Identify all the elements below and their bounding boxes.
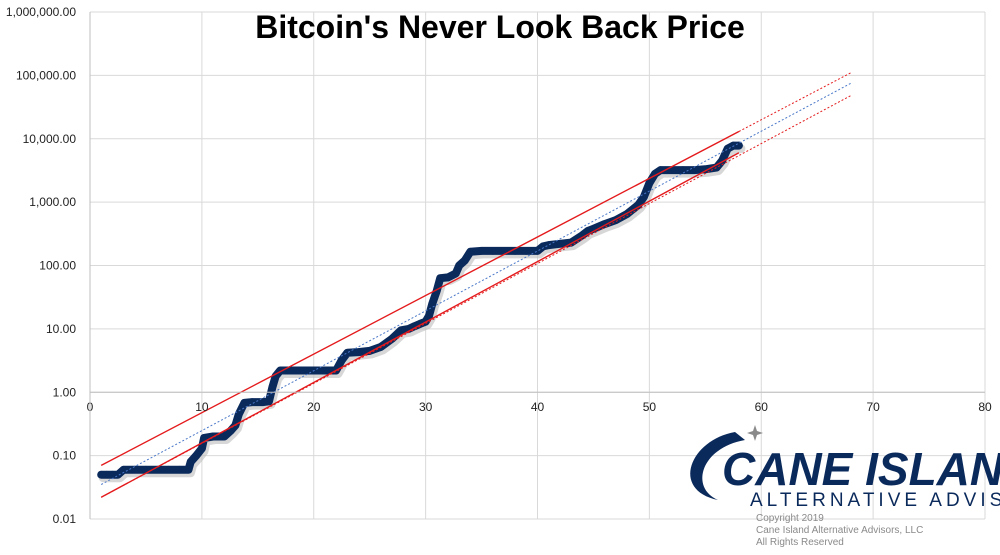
price-point — [436, 274, 445, 283]
price-point — [198, 444, 206, 453]
price-point — [343, 349, 352, 357]
price-point — [477, 247, 486, 255]
cane-island-logo: CANE ISLAND ALTERNATIVE ADVISORS Copyrig… — [690, 425, 1000, 548]
y-tick-label: 100.00 — [39, 259, 76, 273]
price-point — [103, 470, 111, 479]
price-point — [108, 470, 117, 479]
y-tick-label: 10.00 — [46, 322, 76, 336]
series-layer — [97, 72, 852, 498]
price-point — [452, 269, 460, 278]
price-point — [235, 410, 243, 419]
price-point — [729, 141, 738, 150]
price-point — [184, 465, 193, 474]
price-point — [192, 451, 201, 460]
price-point — [690, 166, 698, 174]
price-point — [455, 261, 464, 270]
price-point — [186, 458, 195, 466]
logo-line2: ALTERNATIVE ADVISORS — [750, 490, 1000, 511]
price-point — [271, 372, 280, 380]
x-tick-label: 10 — [195, 400, 209, 414]
y-tick-label: 100,000.00 — [16, 68, 76, 82]
channel-upper-line — [100, 130, 740, 467]
price-point — [164, 465, 173, 474]
x-tick-label: 70 — [866, 400, 880, 414]
price-point — [240, 399, 249, 407]
channel-upper-extension-line — [738, 72, 852, 132]
price-point — [175, 465, 184, 474]
price-point — [268, 383, 277, 392]
price-point — [287, 366, 296, 375]
price-point — [428, 299, 437, 308]
x-tick-label: 40 — [531, 400, 545, 414]
price-point — [444, 273, 452, 282]
price-point — [354, 348, 363, 356]
star-icon — [747, 425, 763, 441]
price-point — [533, 247, 542, 255]
price-point — [578, 231, 587, 240]
price-point — [461, 256, 469, 265]
price-point — [265, 397, 273, 406]
price-point — [522, 247, 531, 255]
x-tick-label: 20 — [307, 400, 321, 414]
price-point — [131, 465, 139, 474]
price-point — [119, 465, 128, 474]
y-tick-label: 1,000,000.00 — [6, 5, 76, 19]
x-tick-label: 80 — [978, 400, 992, 414]
price-point — [321, 366, 329, 375]
price-point — [97, 470, 105, 479]
x-tick-label: 30 — [419, 400, 433, 414]
channel-lower-extension-line — [100, 95, 852, 498]
price-point — [489, 247, 497, 255]
trendline-line — [100, 82, 852, 485]
price-point — [735, 141, 743, 150]
price-point — [248, 398, 256, 406]
price-point — [425, 312, 433, 320]
y-tick-label: 0.10 — [53, 449, 77, 463]
price-point — [259, 398, 268, 406]
y-tick-label: 0.01 — [53, 512, 77, 526]
price-point — [220, 432, 229, 441]
y-tick-label: 10,000.00 — [23, 132, 77, 146]
logo-swoosh-icon — [690, 432, 745, 500]
price-point — [466, 247, 475, 256]
price-point — [544, 241, 553, 249]
price-point — [298, 366, 307, 375]
y-tick-label: 1,000.00 — [29, 195, 76, 209]
logo-rights: All Rights Reserved — [756, 537, 844, 548]
price-point — [640, 193, 648, 201]
axes: 010203040506070800.010.101.0010.00100.00… — [6, 5, 992, 526]
x-tick-label: 60 — [755, 400, 769, 414]
logo-line1: CANE ISLAND — [722, 443, 1000, 495]
price-point — [556, 240, 564, 248]
x-tick-label: 50 — [643, 400, 657, 414]
price-point — [679, 166, 687, 174]
chart-title: Bitcoin's Never Look Back Price — [255, 9, 745, 45]
price-point — [645, 179, 654, 187]
y-tick-label: 1.00 — [53, 385, 77, 399]
logo-copyright: Copyright 2019 — [756, 513, 824, 524]
logo-company: Cane Island Alternative Advisors, LLC — [756, 525, 923, 536]
price-point — [337, 356, 346, 365]
price-point — [397, 326, 405, 335]
